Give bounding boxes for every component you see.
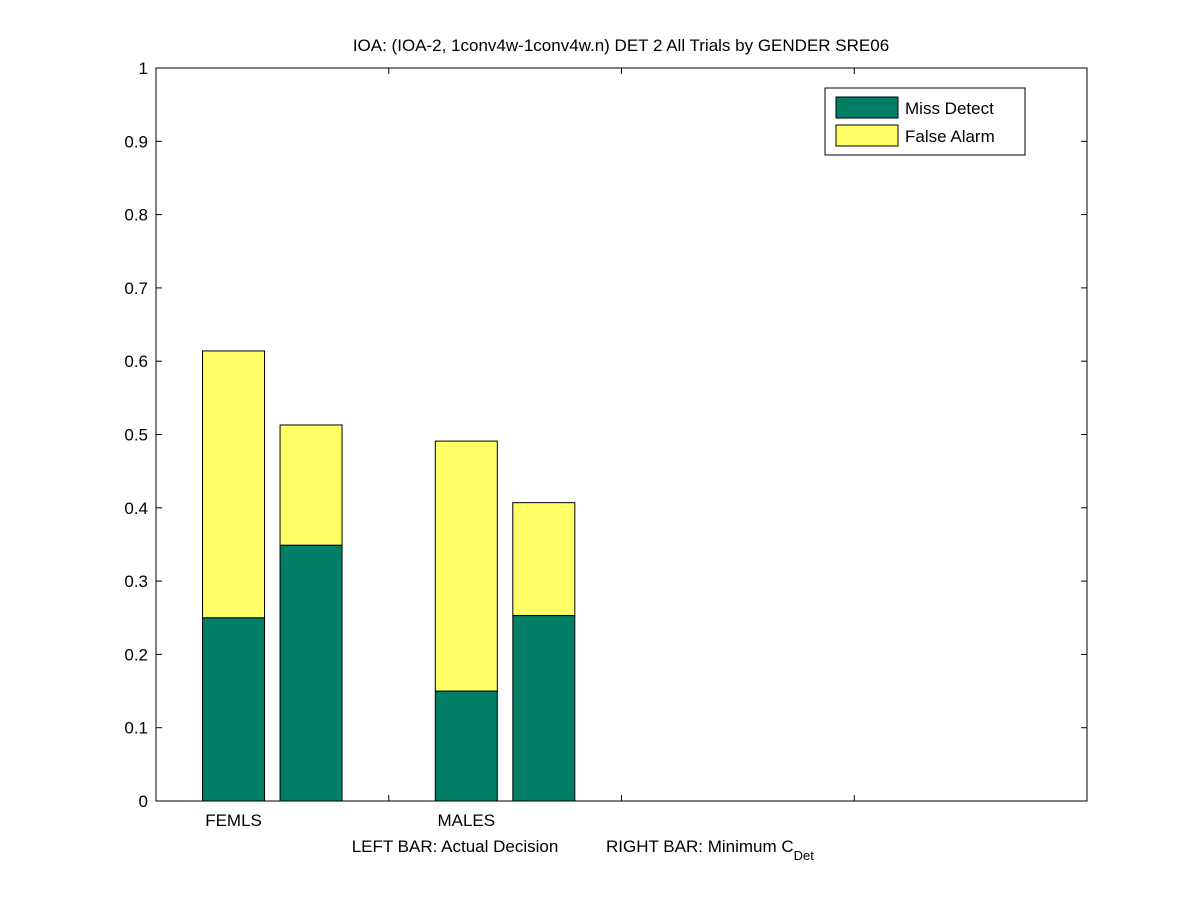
y-axis: 0 0.1 0.2 0.3 0.4 0.5 0.6 0.7 0.8 0.9 1	[124, 59, 1087, 811]
y-tick-label: 0.9	[124, 132, 148, 151]
x-axis-label-right-main: RIGHT BAR: Minimum C	[606, 837, 794, 856]
x-axis-label-right-subscript: Det	[794, 848, 815, 863]
x-axis-ticks	[388, 68, 855, 801]
y-tick-label: 0	[139, 792, 148, 811]
bar-femls-min-false-alarm	[279, 424, 343, 546]
legend-swatch-false-alarm	[835, 124, 899, 147]
bar-males-min-miss-detect	[512, 615, 576, 802]
legend-swatch-miss-detect	[835, 96, 899, 119]
legend-label-miss-detect: Miss Detect	[905, 99, 994, 118]
x-tick-label: MALES	[437, 811, 495, 830]
y-tick-label: 0.3	[124, 572, 148, 591]
bar-femls-min-miss-detect	[279, 544, 343, 802]
bar-femls-actual-miss-detect	[202, 617, 266, 802]
y-tick-label: 0.8	[124, 206, 148, 225]
x-tick-label: FEMLS	[205, 811, 262, 830]
y-tick-label: 0.1	[124, 719, 148, 738]
bar-males-actual-miss-detect	[434, 690, 498, 802]
y-tick-label: 0.6	[124, 352, 148, 371]
y-tick-label: 0.2	[124, 645, 148, 664]
legend: Miss Detect False Alarm	[824, 87, 1026, 156]
bar-males-actual-false-alarm	[434, 440, 498, 692]
y-tick-label: 0.5	[124, 426, 148, 445]
legend-label-false-alarm: False Alarm	[905, 127, 995, 146]
x-axis-label: LEFT BAR: Actual Decision RIGHT BAR: Min…	[352, 837, 815, 863]
y-tick-label: 1	[139, 59, 148, 78]
x-axis-labels: FEMLS MALES	[205, 811, 495, 830]
x-axis-label-left: LEFT BAR: Actual Decision	[352, 837, 559, 856]
bars	[202, 350, 576, 802]
chart-title: IOA: (IOA-2, 1conv4w-1conv4w.n) DET 2 Al…	[353, 36, 889, 55]
y-tick-label: 0.7	[124, 279, 148, 298]
bar-males-min-false-alarm	[512, 502, 576, 617]
bar-femls-actual-false-alarm	[202, 350, 266, 619]
y-tick-label: 0.4	[124, 499, 148, 518]
x-axis-label-right: RIGHT BAR: Minimum CDet	[606, 837, 814, 863]
